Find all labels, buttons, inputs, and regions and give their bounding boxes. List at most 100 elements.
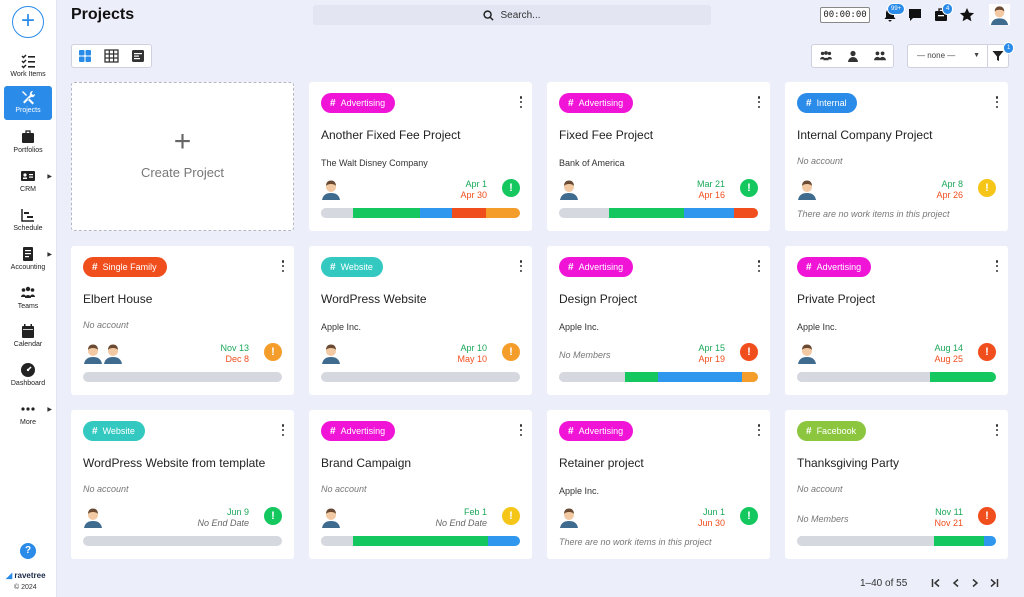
project-tag[interactable]: # Advertising [797, 257, 872, 277]
project-title[interactable]: Brand Campaign [321, 456, 412, 470]
project-card[interactable]: # Facebook Thanksgiving Party No account No … [785, 410, 1008, 559]
project-title[interactable]: WordPress Website [321, 292, 427, 306]
avatar[interactable] [797, 178, 817, 200]
project-account[interactable]: Apple Inc. [559, 322, 600, 332]
project-card[interactable]: # Single Family Elbert House No account Nov … [71, 246, 294, 395]
chat-icon[interactable] [907, 7, 923, 23]
next-page-button[interactable] [968, 576, 982, 590]
status-alert-icon[interactable]: ! [264, 507, 282, 525]
project-title[interactable]: Thanksgiving Party [797, 456, 900, 470]
more-options-icon[interactable] [281, 424, 285, 436]
more-options-icon[interactable] [995, 424, 999, 436]
card-view-button[interactable] [72, 45, 98, 67]
sidebar-item-projects[interactable]: Projects [4, 86, 52, 120]
help-button[interactable]: ? [20, 543, 36, 559]
sidebar-item-portfolios[interactable]: Portfolios [4, 126, 52, 160]
status-alert-icon[interactable]: ! [502, 179, 520, 197]
project-title[interactable]: Design Project [559, 292, 638, 306]
project-card[interactable]: # Internal Internal Company Project No acco… [785, 82, 1008, 231]
project-card[interactable]: # Advertising Brand Campaign No account Feb … [309, 410, 532, 559]
status-alert-icon[interactable]: ! [978, 179, 996, 197]
project-card[interactable]: # Advertising Private Project Apple Inc. Aug… [785, 246, 1008, 395]
sidebar-item-work-items[interactable]: Work Items [4, 50, 52, 84]
project-title[interactable]: Private Project [797, 292, 876, 306]
project-title[interactable]: Fixed Fee Project [559, 128, 654, 142]
search-input[interactable]: Search... [313, 5, 711, 25]
project-account[interactable]: Apple Inc. [559, 486, 600, 496]
status-alert-icon[interactable]: ! [740, 343, 758, 361]
sidebar-item-accounting[interactable]: Accounting ▶ [4, 243, 52, 277]
avatar[interactable] [797, 342, 817, 364]
avatar[interactable] [559, 506, 579, 528]
avatar[interactable] [321, 506, 341, 528]
sidebar-item-dashboard[interactable]: Dashboard [4, 359, 52, 393]
user-avatar[interactable] [989, 4, 1010, 25]
more-options-icon[interactable] [995, 260, 999, 272]
project-tag[interactable]: # Advertising [559, 257, 634, 277]
more-options-icon[interactable] [281, 260, 285, 272]
project-tag[interactable]: # Advertising [559, 93, 634, 113]
my-projects-button[interactable] [839, 45, 866, 67]
more-options-icon[interactable] [519, 260, 523, 272]
status-alert-icon[interactable]: ! [740, 179, 758, 197]
project-tag[interactable]: # Website [321, 257, 383, 277]
status-alert-icon[interactable]: ! [740, 507, 758, 525]
status-alert-icon[interactable]: ! [978, 343, 996, 361]
list-view-button[interactable] [125, 45, 151, 67]
avatar[interactable] [559, 178, 579, 200]
table-view-button[interactable] [98, 45, 124, 67]
project-title[interactable]: WordPress Website from template [83, 456, 266, 470]
project-card[interactable]: # Website WordPress Website Apple Inc. Apr 1… [309, 246, 532, 395]
last-page-button[interactable] [987, 576, 1001, 590]
add-new-button[interactable]: + [12, 6, 44, 38]
shared-projects-button[interactable] [866, 45, 893, 67]
sidebar-item-crm[interactable]: CRM ▶ [4, 165, 52, 199]
avatar[interactable] [321, 178, 341, 200]
project-tag[interactable]: # Facebook [797, 421, 867, 441]
first-page-button[interactable] [929, 576, 943, 590]
group-by-select[interactable]: — none — ▼ [907, 44, 988, 68]
project-account[interactable]: Apple Inc. [321, 322, 362, 332]
time-tracker[interactable]: 00:00:00 [820, 7, 870, 23]
avatar[interactable] [83, 506, 103, 528]
project-tag[interactable]: # Website [83, 421, 145, 441]
status-alert-icon[interactable]: ! [978, 507, 996, 525]
project-card[interactable]: # Advertising Fixed Fee Project Bank of Ame… [547, 82, 770, 231]
status-alert-icon[interactable]: ! [502, 507, 520, 525]
project-card[interactable]: # Website WordPress Website from template N… [71, 410, 294, 559]
more-options-icon[interactable] [757, 260, 761, 272]
project-card[interactable]: # Advertising Another Fixed Fee Project The… [309, 82, 532, 231]
project-card[interactable]: # Advertising Design Project Apple Inc. No M… [547, 246, 770, 395]
project-title[interactable]: Elbert House [83, 292, 153, 306]
project-title[interactable]: Internal Company Project [797, 128, 933, 142]
sidebar-item-calendar[interactable]: Calendar [4, 320, 52, 354]
star-icon[interactable] [959, 7, 975, 23]
all-members-button[interactable] [812, 45, 839, 67]
create-project-card[interactable]: + Create Project [71, 82, 294, 231]
project-tag[interactable]: # Internal [797, 93, 857, 113]
project-account[interactable]: Bank of America [559, 158, 625, 168]
project-tag[interactable]: # Advertising [321, 421, 396, 441]
more-options-icon[interactable] [519, 96, 523, 108]
more-options-icon[interactable] [757, 424, 761, 436]
avatar[interactable] [321, 342, 341, 364]
avatar[interactable] [103, 342, 123, 364]
avatar[interactable] [83, 342, 103, 364]
status-alert-icon[interactable]: ! [264, 343, 282, 361]
project-card[interactable]: # Advertising Retainer project Apple Inc. Ju… [547, 410, 770, 559]
more-options-icon[interactable] [519, 424, 523, 436]
more-options-icon[interactable] [757, 96, 761, 108]
project-title[interactable]: Another Fixed Fee Project [321, 128, 461, 142]
sidebar-item-more[interactable]: More ▶ [4, 398, 52, 432]
project-tag[interactable]: # Single Family [83, 257, 167, 277]
project-account[interactable]: The Walt Disney Company [321, 158, 428, 168]
more-options-icon[interactable] [995, 96, 999, 108]
sidebar-item-schedule[interactable]: Schedule [4, 204, 52, 238]
status-alert-icon[interactable]: ! [502, 343, 520, 361]
project-account[interactable]: Apple Inc. [797, 322, 838, 332]
project-tag[interactable]: # Advertising [559, 421, 634, 441]
project-tag[interactable]: # Advertising [321, 93, 396, 113]
sidebar-item-teams[interactable]: Teams [4, 282, 52, 316]
project-title[interactable]: Retainer project [559, 456, 644, 470]
previous-page-button[interactable] [949, 576, 963, 590]
